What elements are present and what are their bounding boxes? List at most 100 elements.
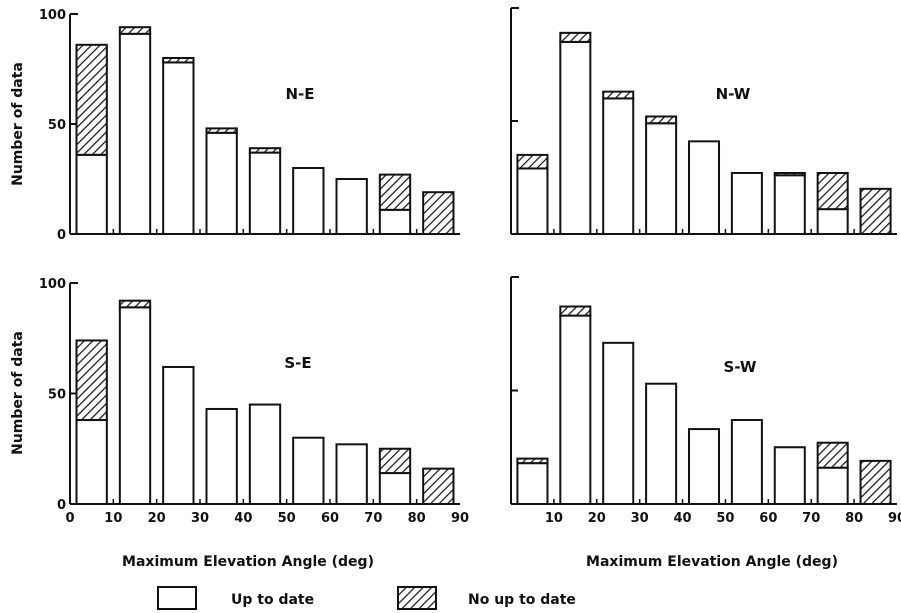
panel-title: S-W	[724, 358, 757, 376]
bar-no-up-to-date-70-80	[816, 171, 849, 211]
x-tick-label: 30	[631, 511, 649, 526]
bar-no-up-to-date-60-70	[773, 171, 806, 177]
legend-label-up-to-date: Up to date	[231, 592, 314, 608]
bar-no-up-to-date-10-20	[559, 31, 592, 43]
bar-up-to-date-50-60	[730, 419, 763, 506]
legend-swatch-hatched	[397, 586, 437, 610]
y-tick-label: 100	[39, 277, 66, 292]
bar-no-up-to-date-80-90	[859, 187, 892, 236]
x-tick-label: 30	[191, 511, 209, 526]
panel-s-e: 0 50 100 0 10 20 30 40 50 60 70 80 90 Number of data S…	[10, 277, 469, 526]
bar-no-up-to-date-0-10	[516, 153, 549, 170]
bar-no-up-to-date-80-90	[422, 191, 455, 235]
bar-up-to-date-20-30	[162, 61, 195, 236]
bar-up-to-date-40-50	[687, 140, 721, 235]
bar-up-to-date-0-10	[75, 153, 108, 235]
y-tick-label: 0	[57, 498, 66, 513]
x-axis-title-right: Maximum Elevation Angle (deg)	[586, 554, 838, 570]
panel-title: N-E	[285, 85, 314, 103]
bar-up-to-date-40-50	[687, 428, 721, 505]
x-tick-label: 50	[278, 511, 296, 526]
bar-up-to-date-60-70	[773, 446, 806, 505]
bar-up-to-date-70-80	[378, 208, 412, 236]
bar-no-up-to-date-70-80	[378, 173, 412, 211]
bar-up-to-date-0-10	[75, 419, 108, 505]
bar-up-to-date-30-40	[645, 122, 678, 235]
x-tick-label: 60	[759, 511, 777, 526]
bar-no-up-to-date-80-90	[422, 467, 455, 506]
bar-up-to-date-30-40	[645, 382, 678, 505]
x-tick-label: 80	[408, 511, 426, 526]
legend-label-no-up-to-date: No up to date	[468, 592, 576, 608]
y-tick-label: 50	[48, 118, 66, 133]
legend-swatch-blank	[157, 586, 197, 610]
bar-no-up-to-date-10-20	[559, 305, 592, 317]
bar-up-to-date-40-50	[248, 403, 282, 505]
y-axis-title: Number of data	[10, 331, 26, 455]
bar-up-to-date-50-60	[292, 436, 325, 506]
bar-up-to-date-60-70	[335, 178, 368, 235]
x-tick-label: 90	[451, 511, 469, 526]
bar-no-up-to-date-30-40	[205, 127, 238, 134]
panel-title: N-W	[716, 85, 751, 103]
legend-item-no-up-to-date: No up to date	[397, 586, 576, 610]
x-tick-label: 90	[888, 511, 901, 526]
bar-up-to-date-20-30	[602, 341, 635, 505]
x-tick-label: 60	[321, 511, 339, 526]
bar-up-to-date-20-30	[162, 365, 195, 506]
bar-no-up-to-date-40-50	[248, 147, 282, 154]
legend-item-up-to-date: Up to date	[157, 586, 314, 610]
panel-s-w: 10 20 30 40 50 60 70 80 90 S-W	[510, 276, 901, 526]
bar-no-up-to-date-0-10	[516, 457, 549, 465]
bar-up-to-date-50-60	[292, 167, 325, 235]
bar-no-up-to-date-20-30	[162, 57, 195, 64]
x-tick-label: 50	[716, 511, 734, 526]
panel-title: S-E	[284, 354, 311, 372]
x-tick-label: 40	[674, 511, 692, 526]
panel-n-e: 0 50 100 Number of data N-E	[10, 8, 460, 243]
bar-up-to-date-60-70	[335, 443, 368, 505]
bar-no-up-to-date-0-10	[75, 339, 108, 422]
bar-up-to-date-10-20	[118, 306, 152, 505]
bar-up-to-date-30-40	[205, 131, 238, 235]
bar-up-to-date-20-30	[602, 97, 635, 236]
x-tick-label: 20	[148, 511, 166, 526]
x-tick-label: 10	[104, 511, 122, 526]
bar-up-to-date-70-80	[816, 466, 849, 505]
bar-up-to-date-70-80	[378, 472, 412, 505]
bar-no-up-to-date-30-40	[645, 115, 678, 125]
legend: Up to date No up to date	[157, 586, 576, 610]
bar-up-to-date-70-80	[816, 208, 849, 235]
bar-up-to-date-0-10	[516, 462, 549, 506]
x-tick-label: 70	[802, 511, 820, 526]
y-tick-label: 100	[39, 8, 66, 23]
bar-no-up-to-date-0-10	[75, 43, 108, 156]
bar-no-up-to-date-10-20	[118, 299, 152, 309]
bar-up-to-date-30-40	[205, 407, 238, 505]
bar-up-to-date-40-50	[248, 151, 282, 236]
x-tick-label: 80	[845, 511, 863, 526]
bar-up-to-date-0-10	[516, 167, 549, 236]
y-axis-title: Number of data	[10, 62, 26, 186]
bar-no-up-to-date-20-30	[602, 90, 635, 100]
panel-n-w: N-W	[510, 7, 897, 236]
x-axis-title-left: Maximum Elevation Angle (deg)	[122, 554, 374, 570]
x-tick-label: 70	[364, 511, 382, 526]
x-tick-label: 10	[545, 511, 563, 526]
bar-no-up-to-date-70-80	[816, 441, 849, 469]
x-tick-label: 40	[234, 511, 252, 526]
bar-up-to-date-50-60	[730, 171, 763, 235]
bar-up-to-date-60-70	[773, 174, 806, 236]
bar-up-to-date-10-20	[559, 314, 592, 505]
y-tick-label: 50	[48, 388, 66, 403]
chart-panels: 0 50 100 Number of data N-E N-W 0 50 100 0 10 20 30 4…	[10, 7, 901, 526]
bar-up-to-date-10-20	[118, 32, 152, 235]
x-tick-label: 20	[588, 511, 606, 526]
bar-no-up-to-date-80-90	[859, 459, 892, 505]
bar-up-to-date-10-20	[559, 40, 592, 236]
bar-no-up-to-date-70-80	[378, 447, 412, 475]
y-tick-label: 0	[57, 228, 66, 243]
bar-no-up-to-date-10-20	[118, 26, 152, 35]
x-tick-label: 0	[65, 511, 74, 526]
